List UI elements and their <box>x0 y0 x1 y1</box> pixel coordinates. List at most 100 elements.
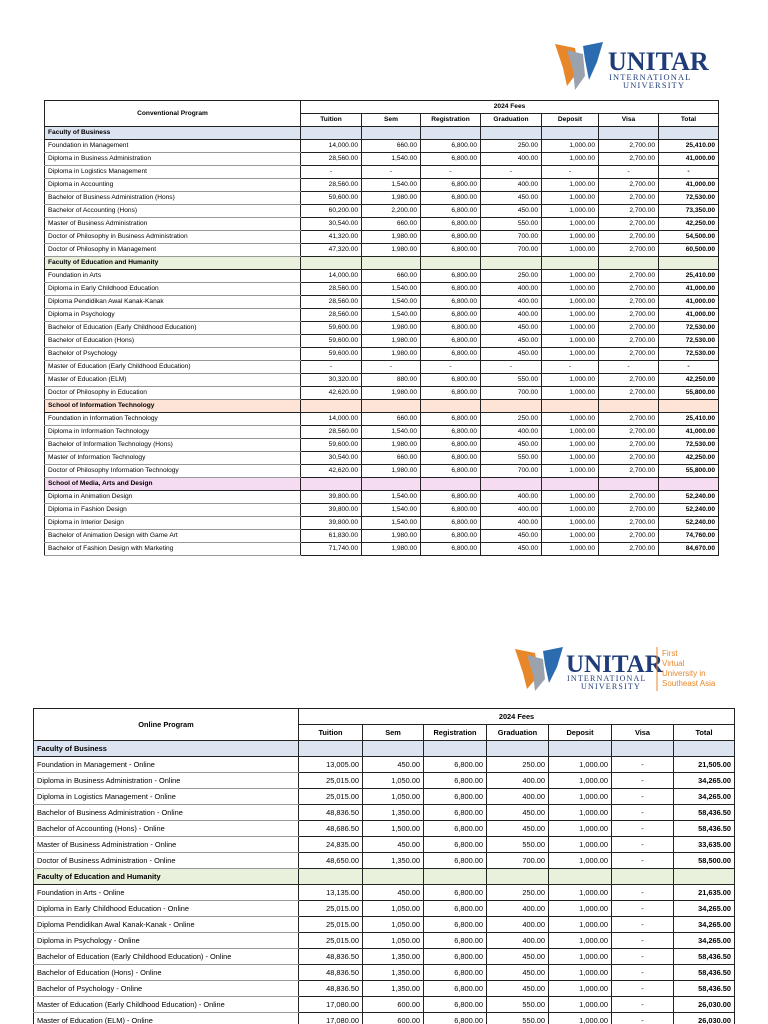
fee-cell: 1,980.00 <box>361 542 421 556</box>
cell <box>300 399 362 413</box>
fee-cell: 28,560.00 <box>300 295 362 309</box>
logo-tagline: Virtual <box>662 659 685 668</box>
fee-cell: 6,800.00 <box>423 852 487 869</box>
fee-cell: - <box>611 804 674 821</box>
fee-cell: - <box>611 836 674 853</box>
fee-cell: 1,540.00 <box>361 152 421 166</box>
fee-cell: 450.00 <box>486 964 549 981</box>
fee-cell: 2,700.00 <box>598 321 659 335</box>
fee-cell: 6,800.00 <box>420 204 481 218</box>
fee-cell: - <box>657 165 720 179</box>
fee-cell: 6,800.00 <box>423 900 487 917</box>
program-row: Diploma in Business Administration - Onl… <box>33 772 736 789</box>
fee-cell: 39,800.00 <box>300 490 362 504</box>
fee-cell: 42,250.00 <box>657 217 720 231</box>
fee-cell: 73,350.00 <box>657 204 720 218</box>
fee-cell: - <box>611 980 674 997</box>
fee-cell: 1,000.00 <box>548 756 612 773</box>
fee-cell: 21,505.00 <box>672 756 736 773</box>
fee-cell: 59,600.00 <box>300 347 362 361</box>
program-row: Bachelor of Accounting (Hons) 60,200.00 2,… <box>44 204 720 218</box>
fee-cell: 1,980.00 <box>361 386 421 400</box>
fee-cell: 1,540.00 <box>361 295 421 309</box>
program-row: Doctor of Business Administration - Onli… <box>33 852 736 869</box>
fee-cell: 34,265.00 <box>672 772 736 789</box>
column-header: Sem <box>361 113 421 127</box>
fee-cell: 600.00 <box>362 996 424 1013</box>
section-row: Faculty of Education and Humanity <box>44 256 720 270</box>
fee-cell: 28,560.00 <box>300 308 362 322</box>
fee-cell: 48,836.50 <box>298 804 363 821</box>
cell <box>672 868 736 885</box>
program-row: Master of Education (Early Childhood Edu… <box>44 360 720 374</box>
fee-cell: 48,836.50 <box>298 948 363 965</box>
fee-cell: 58,436.50 <box>672 948 736 965</box>
fee-cell: 1,000.00 <box>541 334 599 348</box>
cell <box>300 477 362 491</box>
logo-tagline: University in <box>662 669 706 678</box>
fee-cell: 1,000.00 <box>541 490 599 504</box>
cell <box>361 477 421 491</box>
fee-cell: - <box>611 788 674 805</box>
fee-cell: - <box>420 360 481 374</box>
fee-cell: 550.00 <box>480 217 542 231</box>
fee-cell: 1,500.00 <box>362 820 424 837</box>
program-name: Diploma in Logistics Management <box>44 165 301 179</box>
logo-icon <box>543 647 563 683</box>
program-name: Diploma in Information Technology <box>44 425 301 439</box>
fee-cell: 6,800.00 <box>420 295 481 309</box>
fee-cell: 2,700.00 <box>598 373 659 387</box>
program-name: Doctor of Business Administration - Onli… <box>33 852 299 869</box>
program-name: Diploma in Psychology - Online <box>33 932 299 949</box>
fee-cell: 30,540.00 <box>300 217 362 231</box>
program-name: Diploma in Early Childhood Education <box>44 282 301 296</box>
fee-cell: 1,000.00 <box>548 852 612 869</box>
fee-cell: 1,000.00 <box>548 884 612 901</box>
fee-cell: 1,350.00 <box>362 852 424 869</box>
fee-cell: 400.00 <box>486 788 549 805</box>
column-header: Deposit <box>548 724 612 741</box>
fee-cell: 660.00 <box>361 412 421 426</box>
fee-cell: - <box>361 165 421 179</box>
fee-cell: 2,700.00 <box>598 334 659 348</box>
cell <box>480 256 542 270</box>
fee-cell: 6,800.00 <box>420 178 481 192</box>
fee-cell: 42,620.00 <box>300 464 362 478</box>
cell <box>486 868 549 885</box>
fee-cell: 2,700.00 <box>598 412 659 426</box>
program-row: Bachelor of Business Administration (Hon… <box>44 191 720 205</box>
fee-cell: 6,800.00 <box>420 412 481 426</box>
program-name: Diploma in Business Administration <box>44 152 301 166</box>
fee-cell: - <box>611 820 674 837</box>
fee-cell: 1,000.00 <box>541 516 599 530</box>
program-name: Master of Information Technology <box>44 451 301 465</box>
program-row: Diploma in Interior Design 39,800.00 1,540… <box>44 516 720 530</box>
program-row: Master of Education (ELM) 30,320.00 880.00… <box>44 373 720 387</box>
program-name: Master of Business Administration <box>44 217 301 231</box>
fee-cell: 1,540.00 <box>361 282 421 296</box>
program-row: Doctor of Philosophy in Business Adminis… <box>44 230 720 244</box>
fee-cell: 1,000.00 <box>541 191 599 205</box>
fee-cell: 400.00 <box>480 295 542 309</box>
fee-cell: 6,800.00 <box>423 916 487 933</box>
program-name: Bachelor of Psychology - Online <box>33 980 299 997</box>
fee-cell: 660.00 <box>361 451 421 465</box>
fee-cell: 6,800.00 <box>420 542 481 556</box>
fee-cell: 48,836.50 <box>298 964 363 981</box>
fee-cell: 25,015.00 <box>298 900 363 917</box>
column-header: Graduation <box>486 724 549 741</box>
fee-cell: 1,000.00 <box>541 295 599 309</box>
program-row: Bachelor of Education (Early Childhood E… <box>44 321 720 335</box>
fee-cell: 6,800.00 <box>423 1012 487 1024</box>
fee-cell: 2,700.00 <box>598 347 659 361</box>
fee-cell: 400.00 <box>480 282 542 296</box>
fees-label: 2024 Fees <box>299 100 720 114</box>
fee-cell: 1,540.00 <box>361 425 421 439</box>
fee-cell: 6,800.00 <box>420 230 481 244</box>
fee-cell: 14,000.00 <box>300 139 362 153</box>
program-row: Diploma in Animation Design 39,800.00 1,54… <box>44 490 720 504</box>
fee-cell: 52,240.00 <box>657 516 720 530</box>
program-name: Foundation in Arts - Online <box>33 884 299 901</box>
logo-tagline: First <box>662 649 678 658</box>
fee-cell: 59,600.00 <box>300 321 362 335</box>
